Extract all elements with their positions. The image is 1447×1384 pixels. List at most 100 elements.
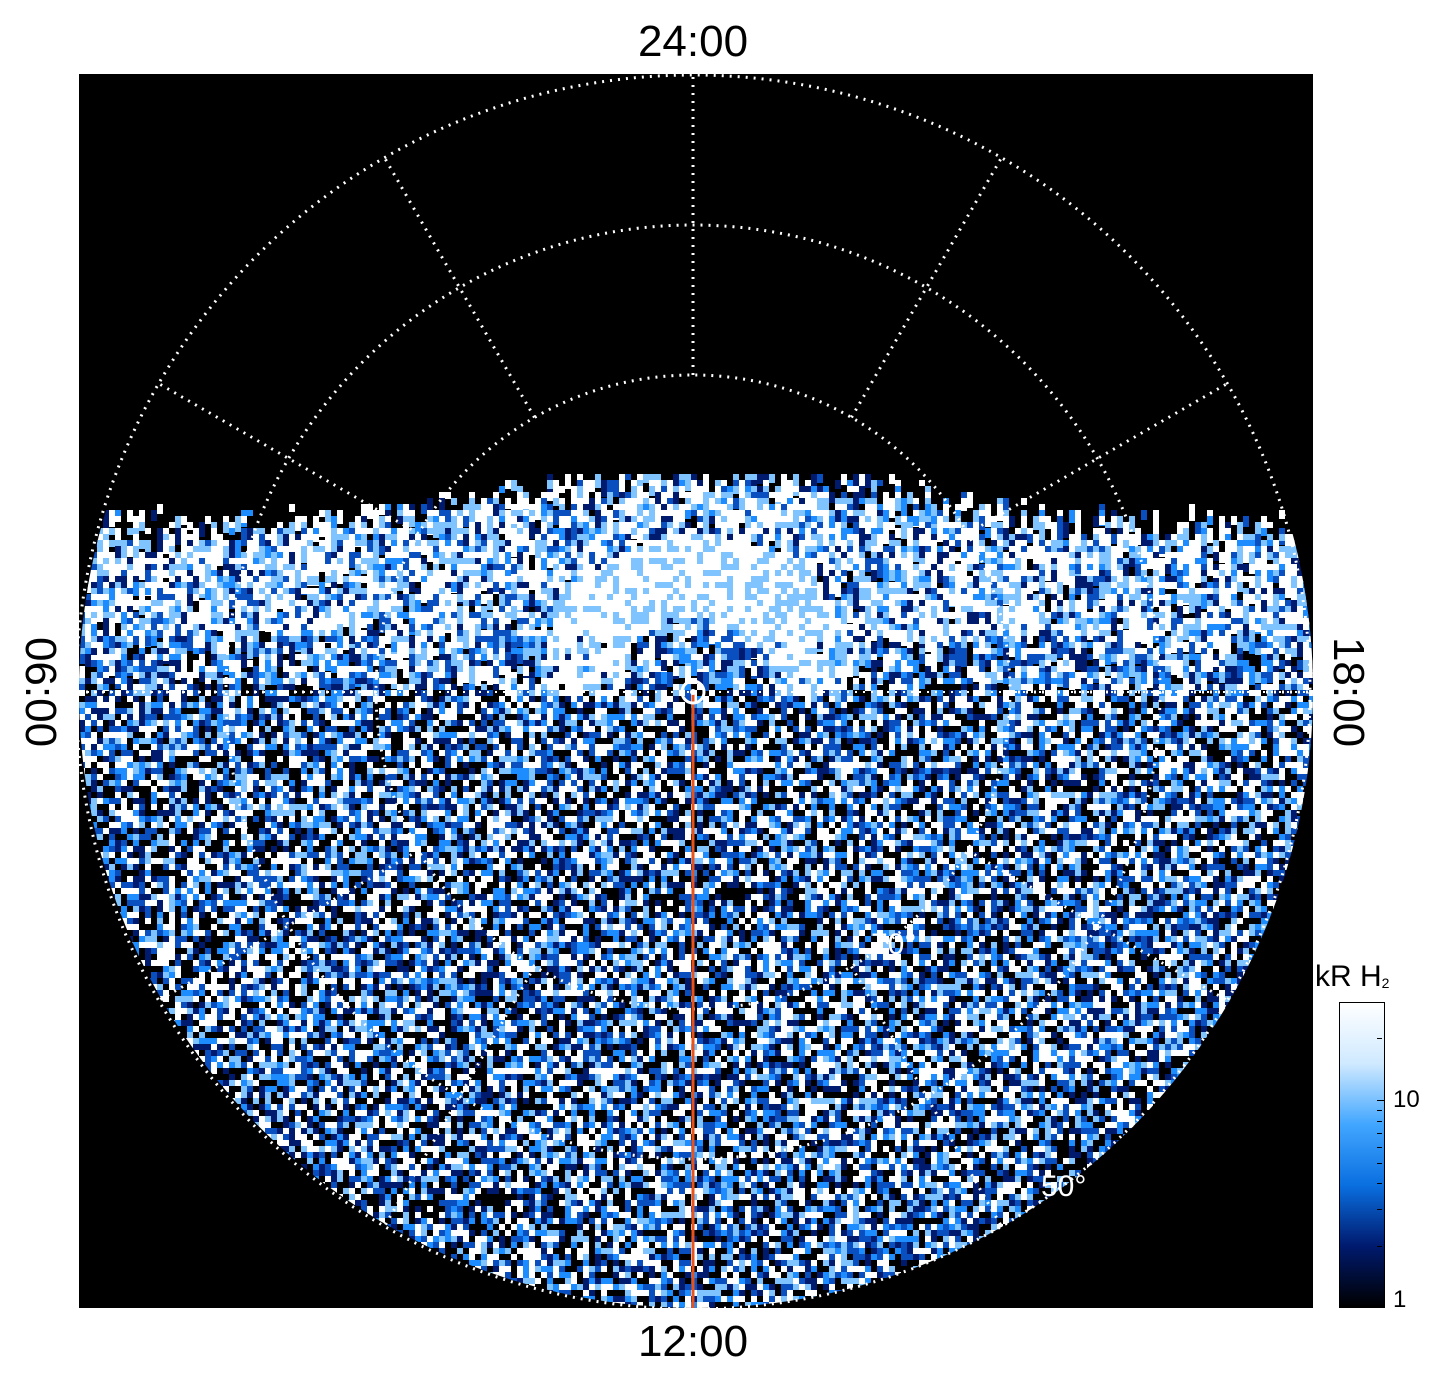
emission-pixel (649, 480, 655, 491)
emission-pixel (199, 588, 205, 594)
emission-pixel (505, 516, 511, 524)
emission-pixel (103, 588, 109, 595)
emission-pixel (817, 660, 823, 667)
emission-pixel (631, 630, 637, 643)
emission-pixel (685, 612, 691, 618)
emission-pixel (661, 510, 667, 516)
emission-pixel (313, 534, 319, 542)
emission-pixel (247, 510, 253, 516)
emission-pixel (1165, 660, 1171, 667)
emission-pixel (511, 612, 517, 620)
emission-pixel (1105, 546, 1111, 565)
emission-pixel (109, 558, 115, 565)
emission-pixel (1057, 618, 1063, 624)
emission-pixel (481, 594, 487, 604)
emission-pixel (775, 624, 781, 630)
emission-pixel (385, 516, 391, 523)
emission-pixel (967, 492, 973, 508)
emission-pixel (907, 582, 913, 588)
emission-pixel (1201, 546, 1207, 556)
emission-pixel (427, 678, 433, 684)
emission-pixel (355, 654, 361, 668)
emission-pixel (775, 492, 781, 502)
emission-pixel (865, 504, 871, 520)
emission-pixel (409, 624, 415, 632)
emission-pixel (115, 678, 121, 684)
emission-pixel (625, 558, 631, 564)
emission-pixel (397, 642, 403, 649)
emission-pixel (289, 678, 295, 684)
emission-pixel (625, 582, 631, 589)
emission-pixel (787, 630, 793, 636)
emission-pixel (553, 576, 559, 583)
emission-pixel (493, 504, 499, 523)
emission-pixel (1141, 660, 1147, 667)
emission-pixel (511, 582, 517, 596)
emission-pixel (865, 528, 871, 539)
emission-pixel (1291, 516, 1297, 527)
emission-pixel (241, 576, 247, 586)
emission-pixel (157, 564, 163, 571)
emission-pixel (1249, 534, 1255, 540)
emission-pixel (1039, 672, 1045, 685)
emission-pixel (523, 552, 529, 571)
emission-pixel (547, 618, 553, 627)
emission-pixel (253, 528, 259, 537)
emission-pixel (811, 492, 817, 502)
emission-pixel (415, 576, 421, 582)
emission-pixel (331, 654, 337, 660)
emission-pixel (229, 654, 235, 660)
emission-pixel (391, 678, 397, 684)
emission-pixel (943, 666, 949, 673)
emission-pixel (691, 564, 697, 571)
emission-pixel (91, 624, 97, 636)
emission-pixel (1189, 642, 1195, 648)
emission-pixel (409, 552, 415, 563)
emission-pixel (1291, 540, 1297, 547)
emission-pixel (685, 522, 691, 529)
emission-pixel (1087, 552, 1093, 563)
emission-pixel (559, 504, 565, 515)
emission-pixel (643, 498, 649, 506)
emission-pixel (217, 558, 223, 566)
emission-pixel (661, 540, 667, 548)
emission-pixel (1153, 600, 1159, 607)
emission-pixel (1051, 588, 1057, 594)
emission-pixel (535, 546, 541, 552)
emission-pixel (1117, 516, 1123, 532)
emission-pixel (403, 576, 409, 582)
emission-pixel (1045, 570, 1051, 578)
emission-pixel (697, 504, 703, 511)
emission-pixel (211, 540, 217, 547)
emission-pixel (571, 678, 577, 684)
emission-pixel (361, 528, 367, 539)
emission-pixel (313, 552, 319, 567)
emission-pixel (769, 492, 775, 498)
emission-pixel (163, 528, 169, 535)
emission-pixel (763, 552, 769, 558)
emission-pixel (679, 492, 685, 498)
emission-pixel (949, 564, 955, 571)
emission-pixel (1189, 648, 1195, 654)
emission-pixel (619, 510, 625, 528)
emission-pixel (217, 624, 223, 631)
emission-pixel (1177, 534, 1183, 541)
emission-pixel (205, 630, 211, 644)
emission-pixel (79, 570, 85, 584)
emission-pixel (715, 486, 721, 495)
emission-pixel (445, 510, 451, 526)
emission-pixel (175, 528, 181, 545)
emission-pixel (163, 678, 169, 684)
emission-pixel (1249, 648, 1255, 654)
emission-pixel (379, 504, 385, 515)
emission-pixel (313, 654, 319, 668)
emission-pixel (763, 504, 769, 512)
emission-pixel (487, 552, 493, 560)
emission-pixel (1093, 552, 1099, 563)
emission-pixel (967, 564, 973, 571)
emission-pixel (427, 636, 433, 643)
emission-pixel (409, 594, 415, 606)
emission-pixel (325, 522, 331, 531)
emission-pixel (1033, 582, 1039, 591)
emission-pixel (205, 546, 211, 556)
